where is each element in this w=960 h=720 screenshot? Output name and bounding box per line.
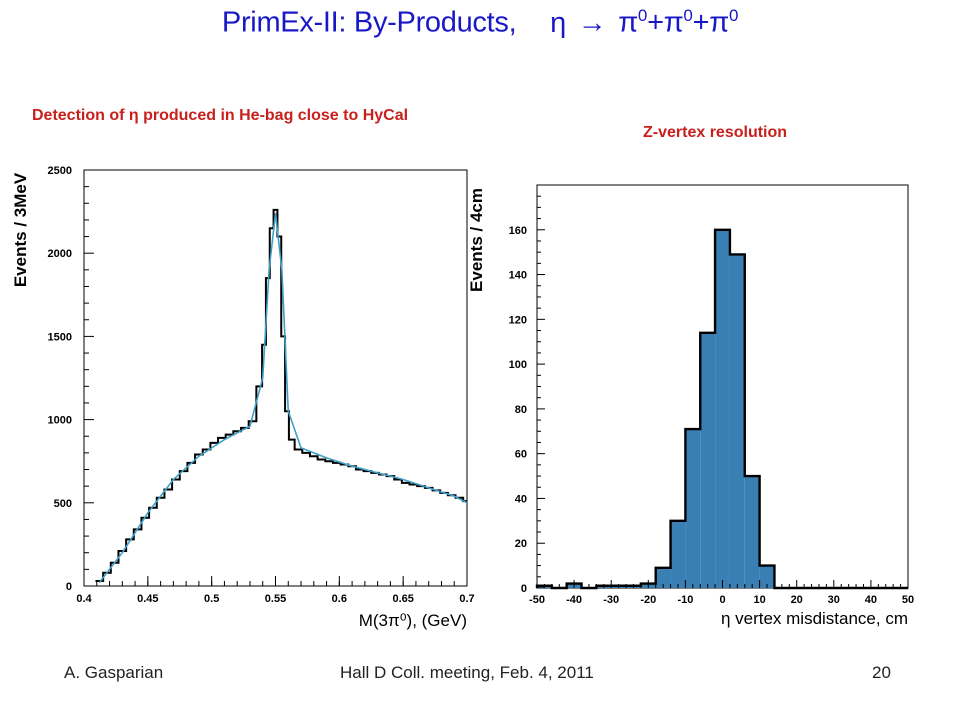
- x-tick-label: -40: [566, 594, 582, 606]
- y-tick-label: 2000: [48, 248, 72, 260]
- x-tick-label: 0.45: [137, 593, 158, 605]
- title-plus: +: [692, 6, 710, 39]
- x-tick-label: 0.6: [332, 593, 347, 605]
- x-tick-label: 0.5: [204, 593, 219, 605]
- y-tick-label: 120: [509, 314, 527, 326]
- x-tick-label: 0: [719, 594, 725, 606]
- y-tick-label: 160: [509, 225, 527, 237]
- y-tick-label: 1500: [48, 331, 72, 343]
- x-tick-label: -50: [529, 594, 545, 606]
- title-pi-superscript: 0: [728, 6, 739, 25]
- histogram-bar: [685, 429, 701, 588]
- y-tick-label: 40: [515, 493, 527, 505]
- histogram-bar: [729, 254, 745, 588]
- histogram-bar: [700, 332, 716, 588]
- histogram-series: [95, 208, 467, 583]
- x-tick-label: 0.55: [265, 593, 286, 605]
- histogram-bar: [715, 229, 730, 588]
- y-tick-label: 0: [66, 581, 72, 593]
- y-tick-label: 2500: [48, 165, 72, 177]
- title-plus: +: [647, 6, 664, 39]
- slide-title: PrimEx-II: By-Products, η → π0+π0+π0: [0, 6, 960, 40]
- title-pi-superscript: 0: [637, 6, 648, 25]
- x-axis-label: M(3π⁰), (GeV): [359, 611, 467, 630]
- x-tick-label: 40: [865, 594, 877, 606]
- title-arrow-symbol: →: [577, 6, 607, 39]
- title-prefix: PrimEx-II: By-Products,: [221, 6, 517, 39]
- histogram-bar: [744, 476, 760, 588]
- x-tick-label: -10: [677, 594, 693, 606]
- right-chart-caption: Z-vertex resolution: [643, 124, 788, 141]
- y-tick-label: 60: [515, 449, 527, 461]
- footer-meeting: Hall D Coll. meeting, Feb. 4, 2011: [340, 663, 594, 682]
- y-tick-label: 1000: [48, 415, 72, 427]
- x-tick-label: -20: [640, 594, 656, 606]
- y-tick-label: 20: [515, 538, 527, 550]
- y-tick-label: 500: [54, 498, 72, 510]
- title-pi-symbol: π: [618, 6, 638, 39]
- left-chart-caption: Detection of η produced in He-bag close …: [32, 107, 409, 124]
- histogram-bar: [670, 520, 686, 588]
- title-eta-symbol: η: [550, 6, 566, 39]
- x-tick-label: -30: [603, 594, 619, 606]
- y-axis-label: Events / 3MeV: [11, 172, 30, 287]
- x-tick-label: 0.4: [76, 593, 92, 605]
- x-tick-label: 0.65: [392, 593, 413, 605]
- mass-spectrum-chart: 0 500 1000 1500 2000 2500 0.4 0.45 0.5 0.55 0.6 0.6…: [11, 165, 475, 630]
- y-axis-label: Events / 4cm: [467, 188, 486, 292]
- title-pi-symbol: π: [709, 6, 729, 39]
- y-tick-label: 100: [509, 359, 527, 371]
- x-tick-label: 10: [753, 594, 765, 606]
- fit-curve: [98, 213, 468, 584]
- y-tick-label: 0: [521, 583, 527, 595]
- title-pi-superscript: 0: [683, 6, 693, 25]
- vertex-resolution-chart: 0 20 40 60 80 100 120 140 160 -50 -40 -30 -20 -10 0 10 2…: [467, 184, 914, 628]
- x-axis-label: η vertex misdistance, cm: [721, 609, 908, 628]
- title-pi-symbol: π: [663, 6, 684, 39]
- x-tick-label: 50: [902, 594, 914, 606]
- y-tick-label: 80: [515, 404, 527, 416]
- x-tick-label: 30: [828, 594, 840, 606]
- x-tick-label: 0.7: [459, 593, 474, 605]
- histogram-bar: [655, 567, 671, 588]
- histogram-bar: [759, 565, 775, 588]
- y-tick-label: 140: [509, 270, 527, 282]
- footer-author: A. Gasparian: [64, 663, 164, 682]
- footer-page-number: 20: [872, 663, 891, 682]
- x-tick-label: 20: [791, 594, 803, 606]
